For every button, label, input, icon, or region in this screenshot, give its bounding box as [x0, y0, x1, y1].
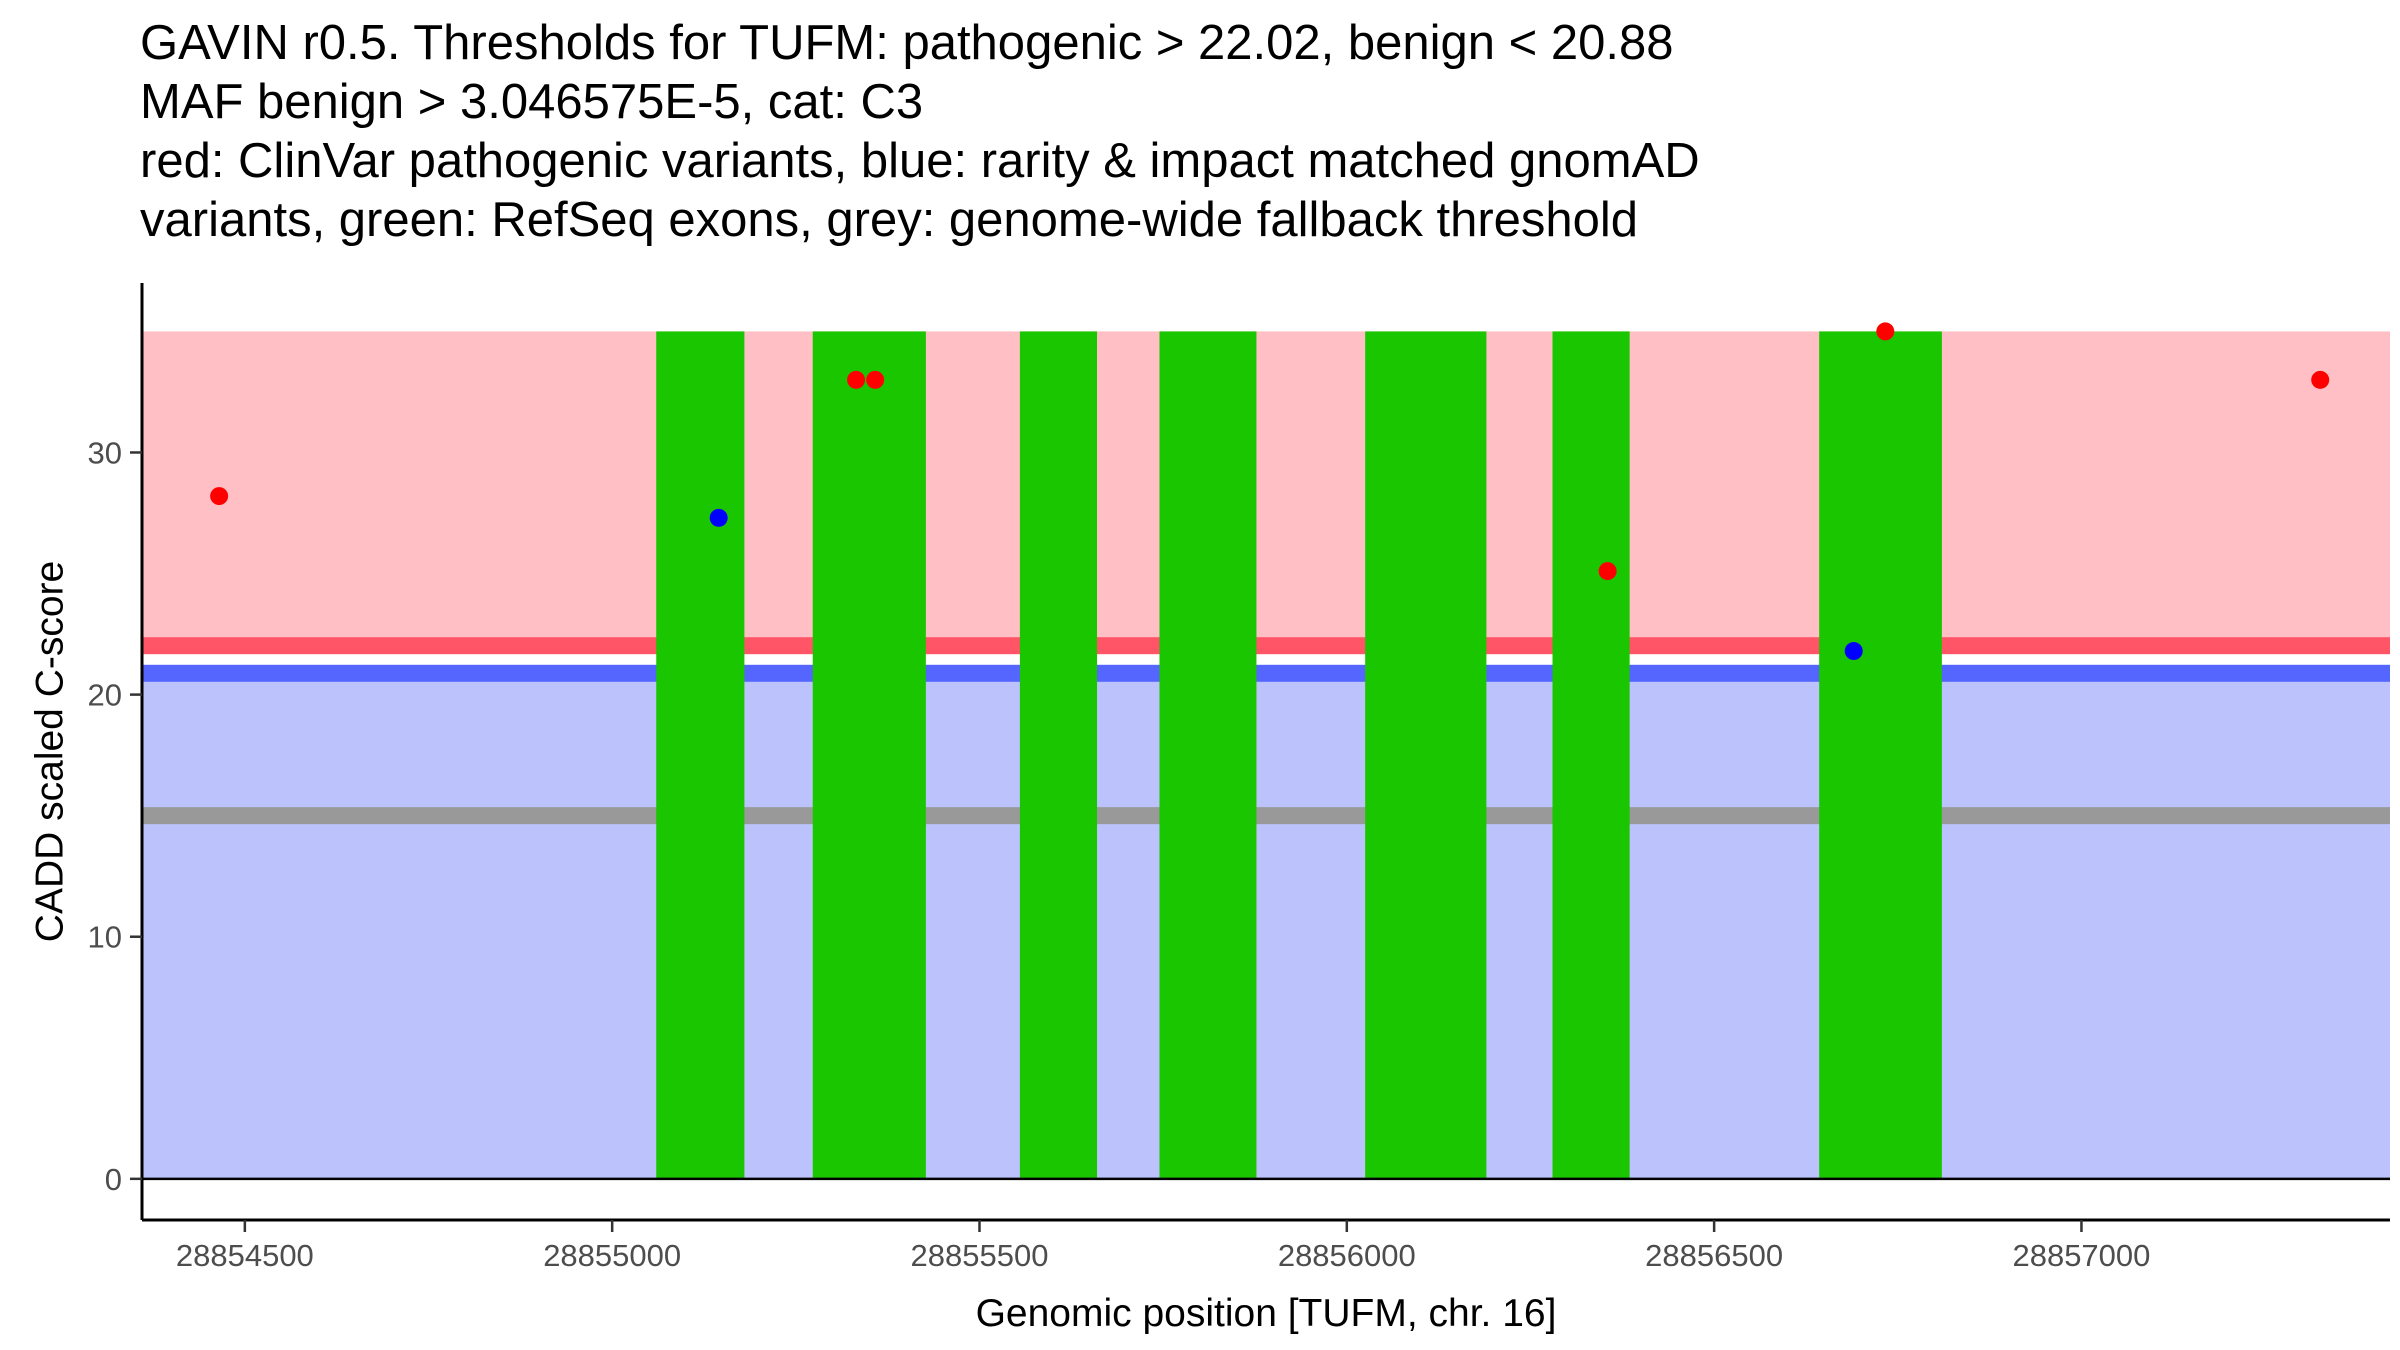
y-tick-label: 10 [88, 920, 122, 955]
exon-bar-3 [1019, 331, 1098, 1179]
y-axis-title: CADD scaled C-score [28, 561, 71, 942]
y-tick-label: 30 [88, 435, 122, 470]
fallback-threshold-line [142, 807, 2390, 825]
exon-bar-7 [1819, 331, 1942, 1179]
exon-bar-2 [812, 331, 926, 1179]
x-tick-label: 28855000 [543, 1238, 681, 1273]
pathogenic-point-4 [1598, 562, 1617, 581]
pathogenic-point-5 [1876, 322, 1895, 341]
benign-threshold-line [142, 664, 2390, 682]
variant-points [210, 322, 2330, 661]
x-axis-ticks: 28854500 28855000 28855500 28856000 28856500… [176, 1220, 2150, 1273]
pathogenic-point-3 [866, 370, 885, 389]
chart-title-line-3: red: ClinVar pathogenic variants, blue: … [140, 134, 1700, 188]
pathogenic-point-6 [2311, 370, 2330, 389]
x-tick-label: 28854500 [176, 1238, 314, 1273]
x-tick-label: 28856000 [1278, 1238, 1416, 1273]
x-tick-label: 28857000 [2012, 1238, 2150, 1273]
y-tick-label: 20 [88, 678, 122, 713]
gnomad-point-1 [709, 508, 728, 527]
chart-title-line-1: GAVIN r0.5. Thresholds for TUFM: pathoge… [140, 16, 1674, 70]
exon-bar-5 [1365, 331, 1487, 1179]
axes [140, 283, 2390, 1222]
x-tick-label: 28855500 [911, 1238, 1049, 1273]
pathogenic-threshold-line [142, 637, 2390, 655]
benign-region [142, 673, 2390, 1179]
x-tick-label: 28856500 [1645, 1238, 1783, 1273]
pathogenic-point-1 [210, 487, 229, 506]
chart-title-line-4: variants, green: RefSeq exons, grey: gen… [140, 193, 1639, 247]
y-tick-label: 0 [105, 1162, 122, 1197]
threshold-regions [142, 331, 2390, 1179]
x-axis-title: Genomic position [TUFM, chr. 16] [976, 1292, 1557, 1335]
exon-bar-6 [1552, 331, 1630, 1179]
exon-bar-1 [656, 331, 745, 1179]
pathogenic-region [142, 331, 2390, 646]
exon-bar-4 [1159, 331, 1257, 1179]
chart-title-line-2: MAF benign > 3.046575E-5, cat: C3 [140, 75, 924, 129]
gnomad-point-2 [1844, 642, 1863, 661]
exon-bars [656, 331, 1942, 1179]
y-axis-ticks: 0 10 20 30 [88, 435, 142, 1197]
chart-title: GAVIN r0.5. Thresholds for TUFM: pathoge… [140, 14, 2380, 250]
pathogenic-point-2 [847, 370, 866, 389]
